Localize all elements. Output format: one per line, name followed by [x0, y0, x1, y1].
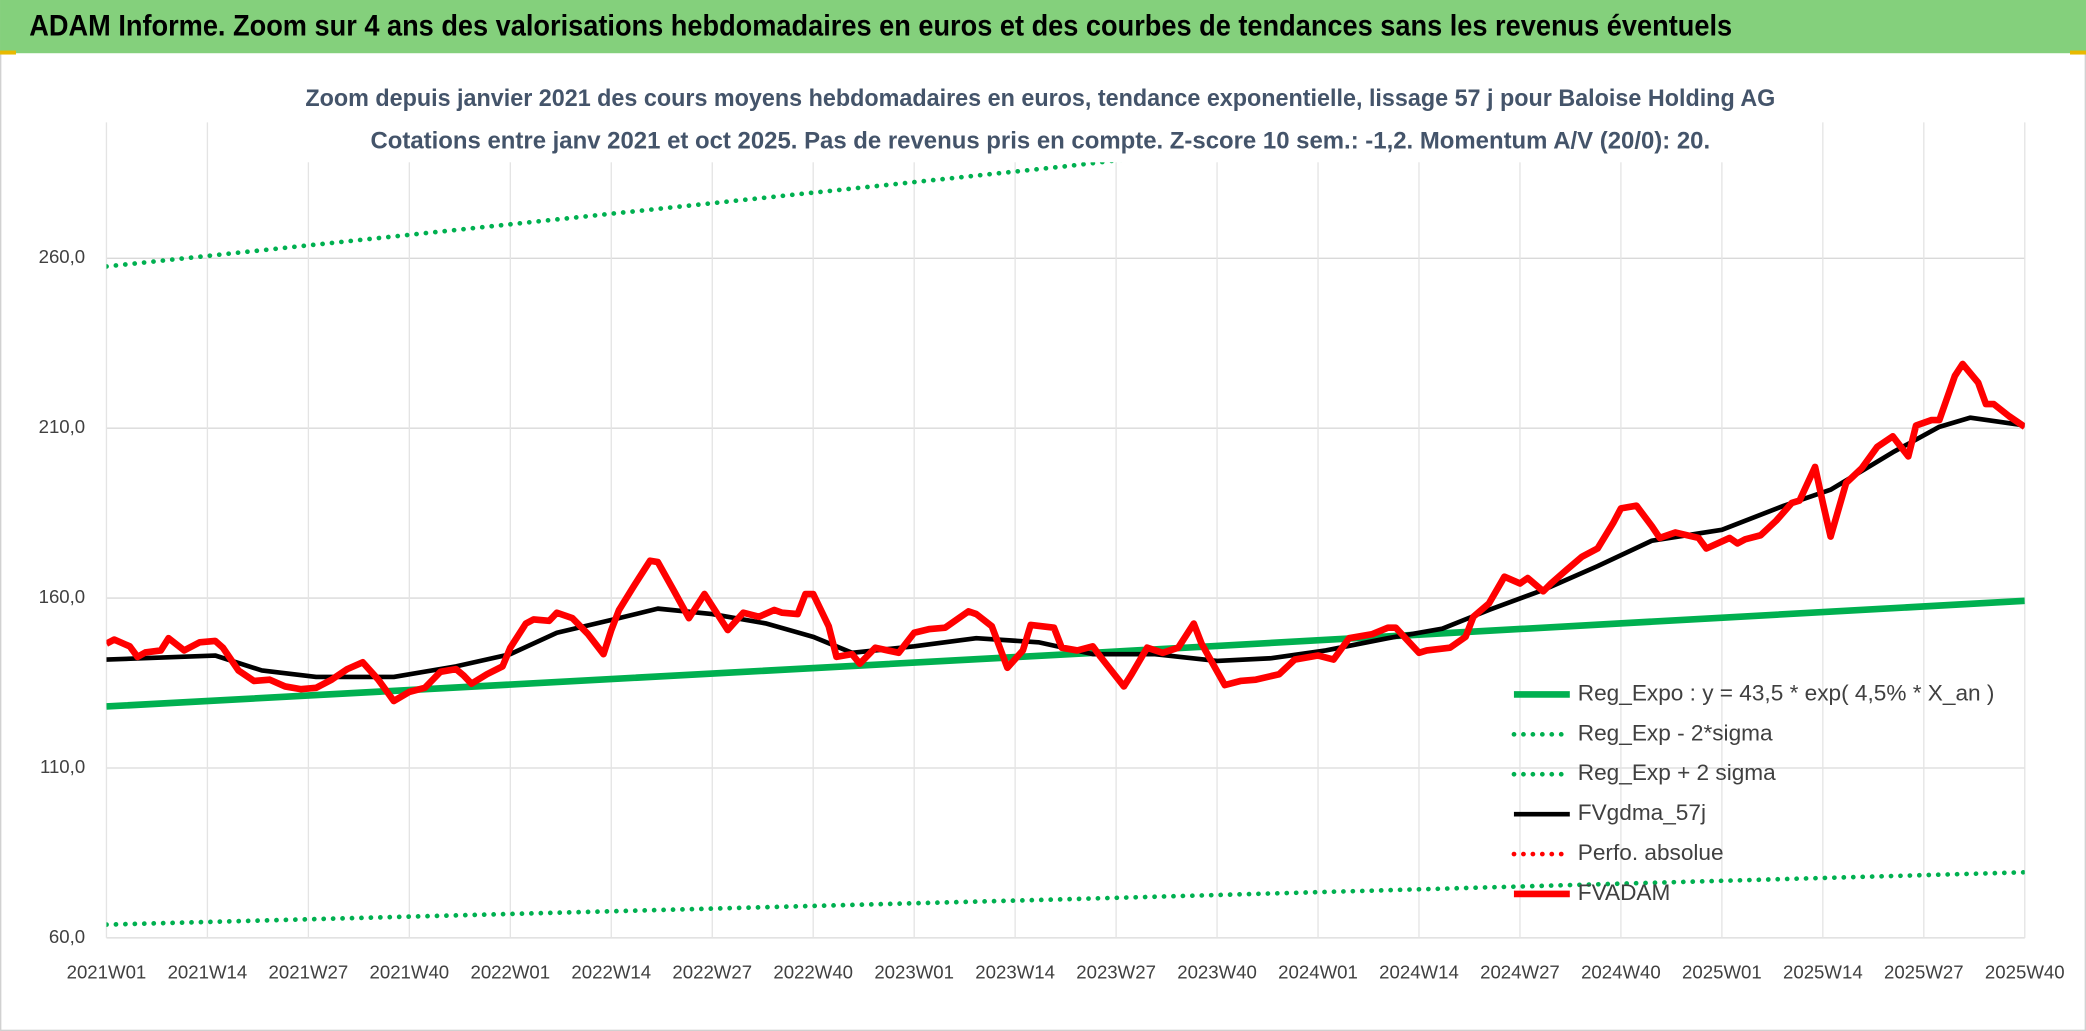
x-tick-label: 2022W27 [672, 962, 752, 983]
legend: Reg_Expo : y = 43,5 * exp( 4,5% * X_an )… [1511, 680, 1995, 905]
x-tick-label: 2022W01 [470, 962, 550, 983]
series-line [106, 360, 2025, 705]
series-line [106, 122, 1460, 269]
x-tick-label: 2021W40 [370, 962, 450, 983]
x-tick-label: 2025W40 [1985, 962, 2065, 983]
series-line [106, 869, 2025, 927]
x-tick-label: 2022W14 [571, 962, 651, 983]
title-background [299, 77, 1783, 163]
legend-label: FVADAM [1578, 880, 1671, 905]
grid: 60,0 110,0 160,0 210,0 260,0 2021W01 2021W14 20… [39, 122, 2065, 983]
x-tick-label: 2024W14 [1379, 962, 1459, 983]
chart-subtitle: Cotations entre janv 2021 et oct 2025. P… [371, 128, 1711, 155]
legend-label: FVgdma_57j [1578, 800, 1706, 825]
plot-lines [106, 122, 2025, 927]
legend-label: Reg_Exp + 2 sigma [1578, 760, 1776, 785]
series-line [106, 415, 2025, 680]
y-tick-label: 210,0 [39, 416, 86, 437]
y-tick-label: 260,0 [39, 246, 86, 267]
header-accent [2070, 50, 2086, 55]
chart-titles: Zoom depuis janvier 2021 des cours moyen… [299, 77, 1783, 163]
x-tick-label: 2021W27 [269, 962, 349, 983]
x-tick-label: 2024W40 [1581, 962, 1661, 983]
x-tick-label: 2022W40 [773, 962, 853, 983]
y-tick-label: 60,0 [49, 926, 85, 947]
x-tick-label: 2023W01 [874, 962, 954, 983]
legend-label: Perfo. absolue [1578, 840, 1724, 865]
x-tick-label: 2025W01 [1682, 962, 1762, 983]
x-tick-label: 2023W40 [1177, 962, 1257, 983]
y-tick-label: 110,0 [40, 756, 85, 777]
x-tick-label: 2025W27 [1884, 962, 1964, 983]
x-tick-label: 2024W27 [1480, 962, 1560, 983]
legend-label: Reg_Expo : y = 43,5 * exp( 4,5% * X_an ) [1578, 680, 1995, 705]
x-tick-label: 2023W27 [1076, 962, 1156, 983]
chart-subtitle: Zoom depuis janvier 2021 des cours moyen… [305, 85, 1775, 112]
legend-label: Reg_Exp - 2*sigma [1578, 720, 1773, 745]
header-bar [0, 0, 2086, 54]
header-accent [0, 50, 16, 55]
y-tick-label: 160,0 [39, 586, 86, 607]
x-tick-label: 2025W14 [1783, 962, 1863, 983]
x-tick-label: 2023W14 [975, 962, 1055, 983]
x-tick-label: 2021W14 [168, 962, 248, 983]
x-tick-label: 2024W01 [1278, 962, 1358, 983]
x-tick-label: 2021W01 [67, 962, 147, 983]
page-title: ADAM Informe. Zoom sur 4 ans des valoris… [29, 11, 1732, 43]
